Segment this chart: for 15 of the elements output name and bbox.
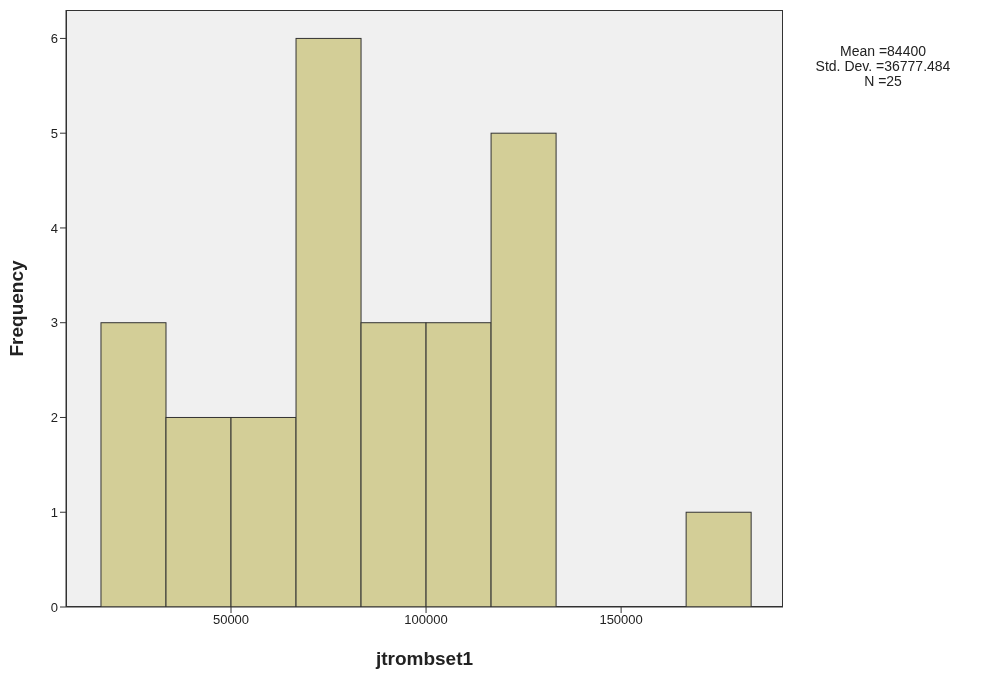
text: Mean =84400 — [839, 43, 927, 59]
y-tick-label: 4 — [50, 220, 58, 236]
x-tick-label: 100000 — [404, 612, 448, 628]
y-tick-label: 1 — [50, 504, 58, 520]
y-tick-label: 6 — [50, 31, 58, 47]
text: N =25 — [863, 73, 903, 89]
y-tick-label: 0 — [50, 599, 58, 615]
text: Std. Dev. =36777.484 — [814, 58, 952, 74]
y-tick-label: 5 — [50, 125, 58, 141]
x-tick-label: 50000 — [212, 612, 250, 628]
y-axis-title: Frequency — [5, 260, 27, 357]
x-tick-label: 150000 — [599, 612, 643, 628]
y-tick-label: 3 — [50, 315, 58, 331]
y-tick-label: 2 — [50, 410, 58, 426]
x-axis-title: jtrombset1 — [374, 648, 474, 669]
